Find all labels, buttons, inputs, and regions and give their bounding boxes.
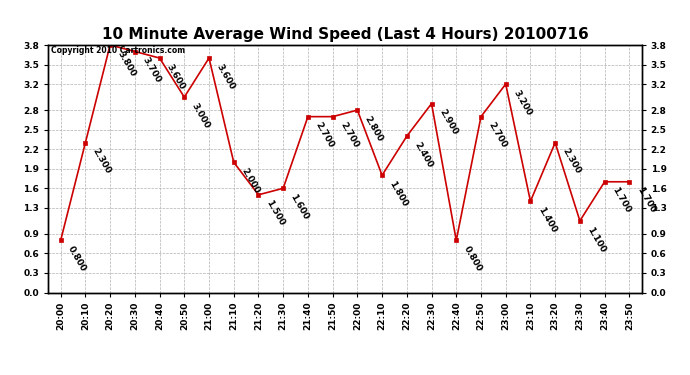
Text: 3.700: 3.700 xyxy=(140,56,162,85)
Text: 2.000: 2.000 xyxy=(239,166,261,195)
Text: 1.700: 1.700 xyxy=(635,186,657,215)
Text: 1.600: 1.600 xyxy=(288,192,311,221)
Text: 2.700: 2.700 xyxy=(486,121,509,150)
Text: 0.800: 0.800 xyxy=(462,244,484,273)
Text: 3.800: 3.800 xyxy=(116,49,137,78)
Text: 2.300: 2.300 xyxy=(91,147,112,176)
Text: Copyright 2010 Cartronics.com: Copyright 2010 Cartronics.com xyxy=(51,46,186,55)
Text: 1.400: 1.400 xyxy=(536,206,558,234)
Text: 2.300: 2.300 xyxy=(561,147,582,176)
Text: 3.600: 3.600 xyxy=(165,62,187,91)
Text: 3.600: 3.600 xyxy=(215,62,237,91)
Text: 2.700: 2.700 xyxy=(338,121,360,150)
Text: 0.800: 0.800 xyxy=(66,244,88,273)
Text: 2.800: 2.800 xyxy=(363,114,385,143)
Text: 1.500: 1.500 xyxy=(264,199,286,228)
Title: 10 Minute Average Wind Speed (Last 4 Hours) 20100716: 10 Minute Average Wind Speed (Last 4 Hou… xyxy=(101,27,589,42)
Text: 2.900: 2.900 xyxy=(437,108,459,137)
Text: 3.200: 3.200 xyxy=(511,88,533,117)
Text: 1.700: 1.700 xyxy=(610,186,632,215)
Text: 2.700: 2.700 xyxy=(313,121,335,150)
Text: 1.100: 1.100 xyxy=(585,225,607,254)
Text: 2.400: 2.400 xyxy=(413,140,434,170)
Text: 3.000: 3.000 xyxy=(190,101,212,130)
Text: 1.800: 1.800 xyxy=(388,179,409,208)
